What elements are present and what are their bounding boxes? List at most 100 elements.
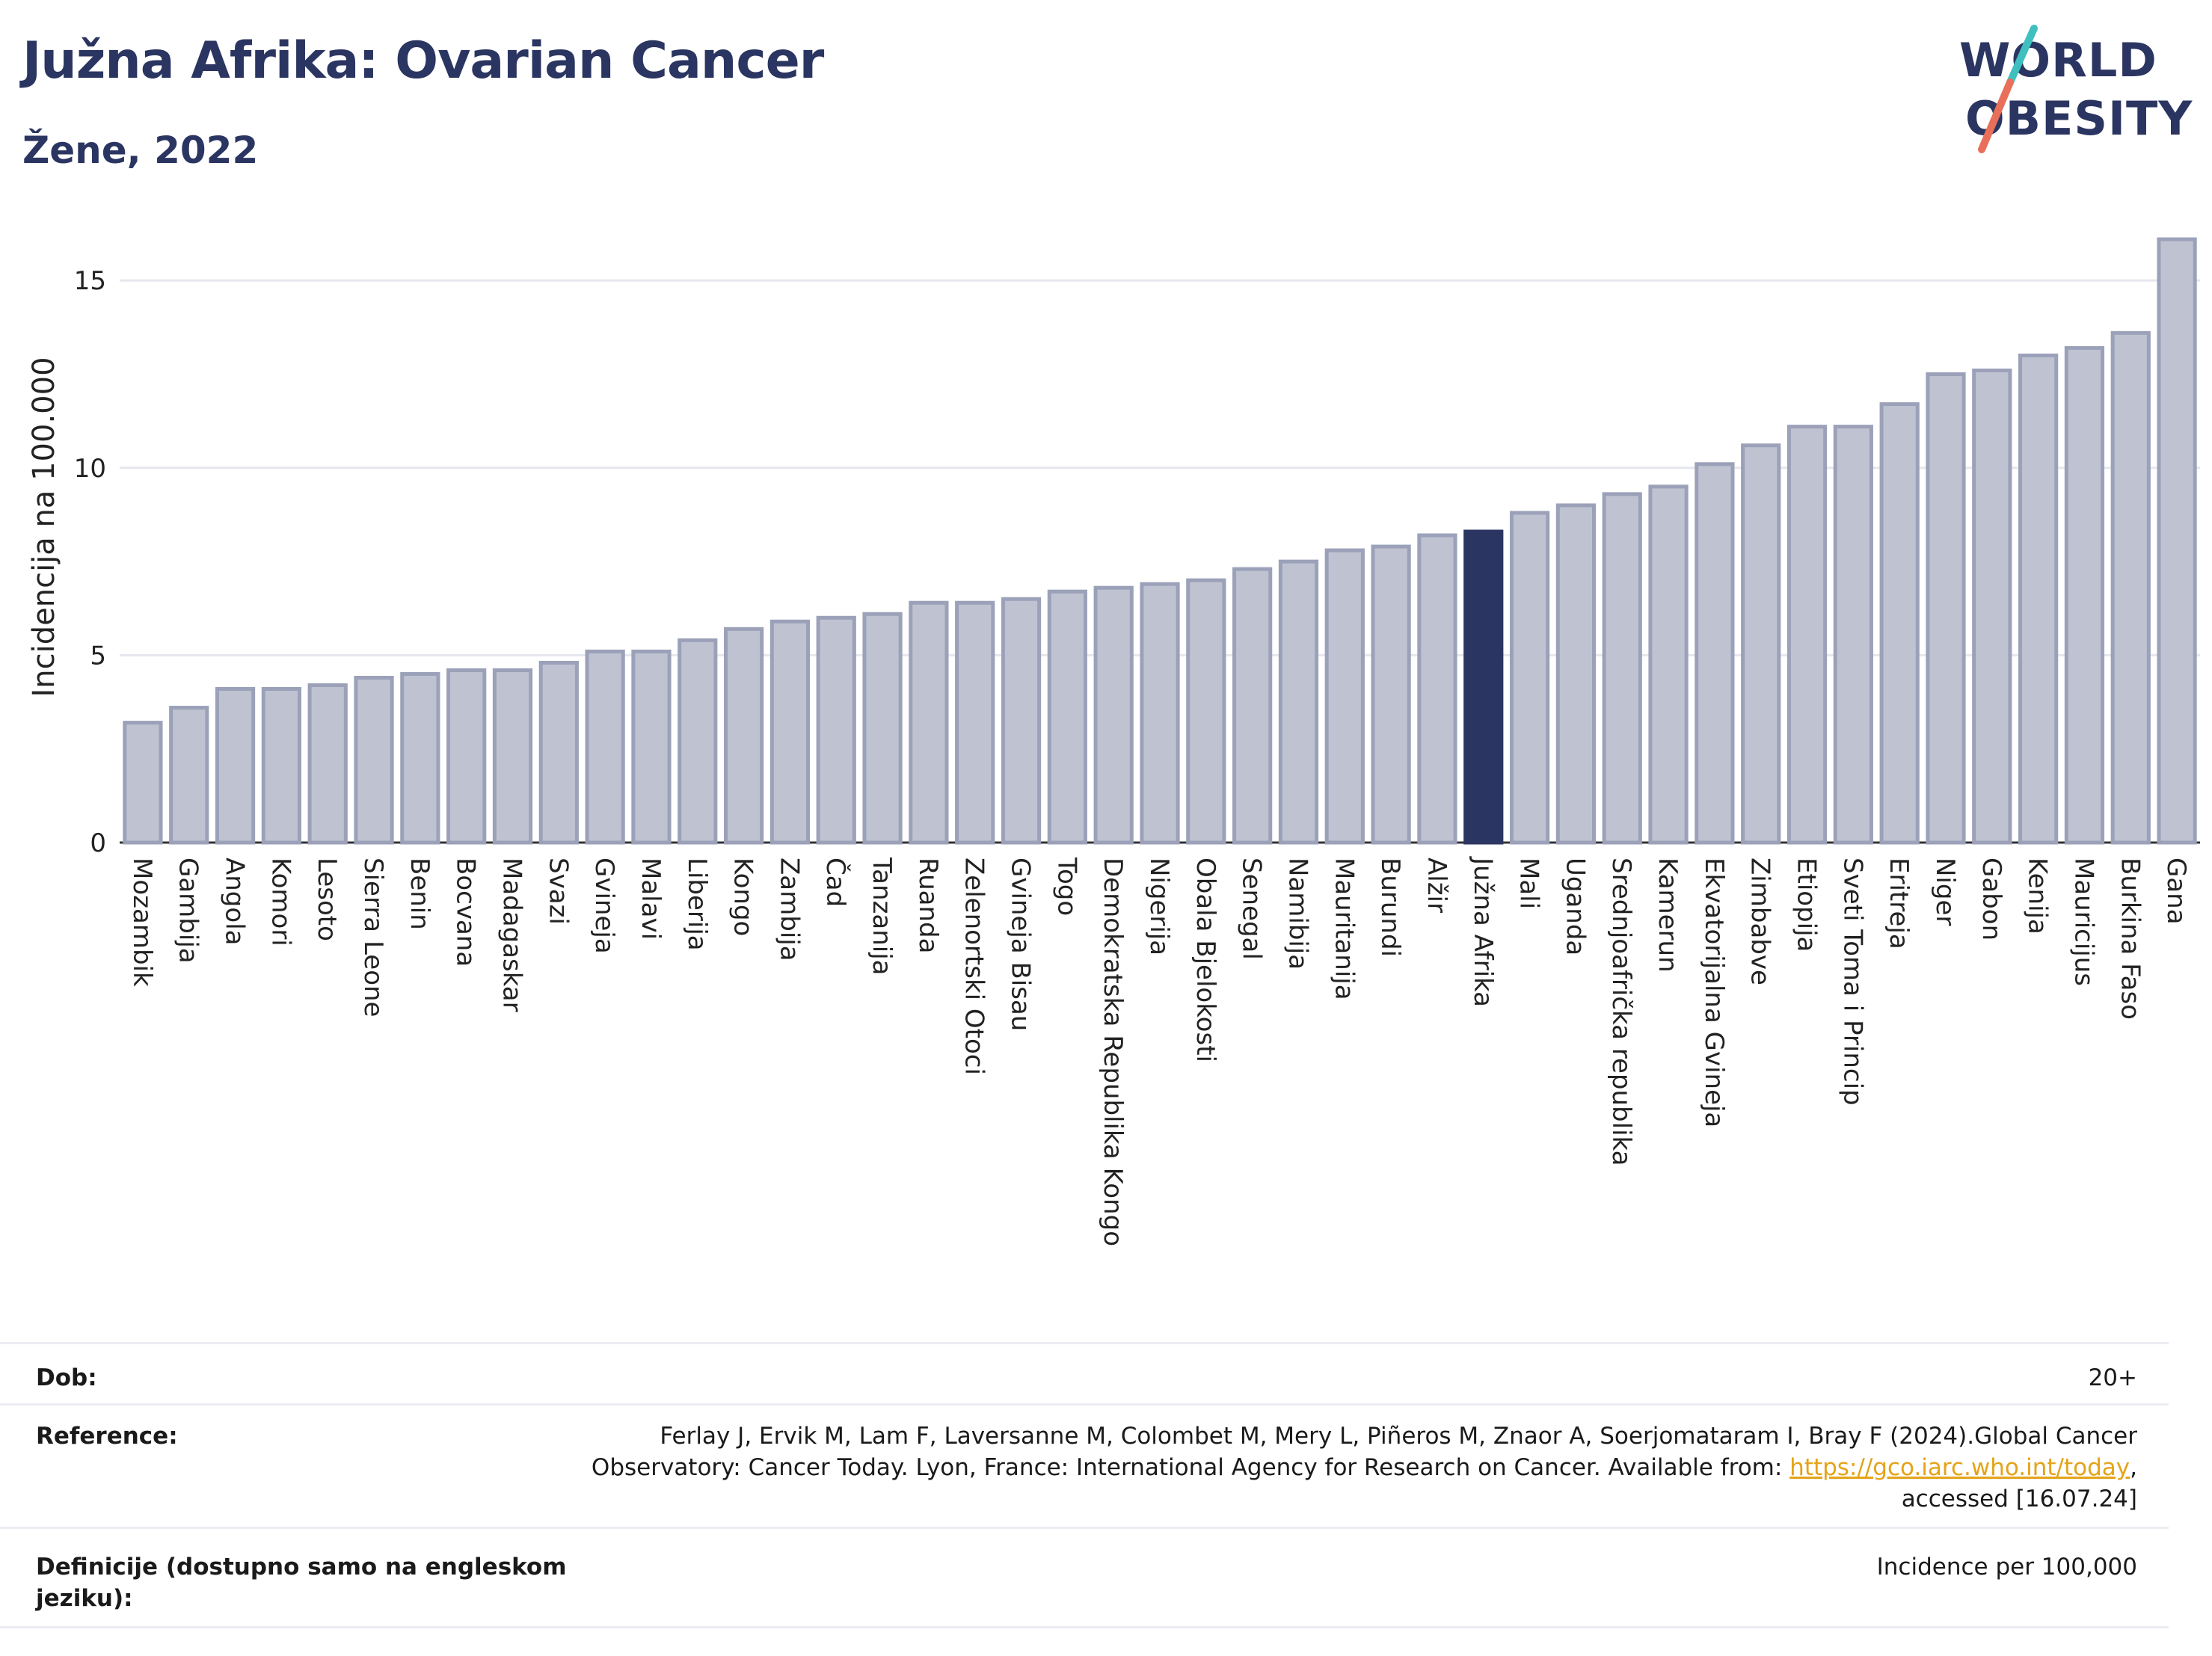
bar: [955, 600, 995, 845]
bar: [1833, 425, 1873, 845]
y-tick-label: 10: [74, 454, 106, 484]
x-tick-label: Togo: [1051, 857, 1081, 916]
y-tick-labels: 0 5 10 15: [74, 266, 106, 858]
x-tick-label: Nigerija: [1144, 858, 1174, 955]
x-tick-label: Zimbabve: [1745, 858, 1775, 985]
reference-text-part2: , accessed [16.07.24]: [1901, 1454, 2137, 1512]
age-value: 20+: [2088, 1364, 2137, 1391]
bars: [123, 237, 2197, 845]
bar: [400, 671, 440, 845]
x-tick-label: Mali: [1514, 858, 1544, 909]
reference-label: Reference:: [36, 1423, 178, 1450]
x-tick-label: Obala Bjelokosti: [1191, 858, 1220, 1062]
x-tick-label: Sierra Leone: [358, 858, 388, 1017]
x-tick-label: Južna Afrika: [1468, 856, 1498, 1007]
y-tick-label: 0: [90, 828, 106, 858]
bar: [585, 649, 625, 845]
x-tick-label: Lesoto: [312, 858, 342, 941]
bar: [1555, 503, 1597, 845]
bar: [1324, 548, 1365, 845]
x-tick-label: Alžir: [1422, 858, 1451, 913]
bar: [1371, 544, 1411, 845]
x-tick-label: Tanzanija: [867, 857, 897, 975]
x-tick-label: Madagaskar: [497, 858, 526, 1012]
x-tick-label: Burundi: [1375, 858, 1405, 957]
age-label: Dob:: [36, 1364, 97, 1391]
bar: [769, 619, 811, 845]
x-tick-label: Etiopija: [1792, 858, 1822, 952]
bar: [354, 675, 394, 845]
bar: [678, 638, 718, 845]
x-tick-label: Mozambik: [127, 858, 157, 987]
reference-link[interactable]: https://gco.iarc.who.int/today: [1789, 1454, 2130, 1481]
y-tick-label: 5: [90, 641, 106, 671]
reference-text: Ferlay J, Ervik M, Lam F, Laversanne M, …: [567, 1420, 2137, 1515]
x-tick-label: Namibija: [1282, 858, 1312, 970]
page-subtitle: Žene, 2022: [22, 129, 259, 172]
bar: [2110, 330, 2151, 845]
x-tick-label: Uganda: [1560, 858, 1590, 955]
x-tick-label: Gvineja: [589, 858, 619, 954]
x-tick-label: Senegal: [1237, 858, 1267, 960]
bar: [2064, 345, 2105, 845]
bar: [1232, 567, 1273, 845]
definitions-label: Definicije (dostupno samo na engleskom j…: [36, 1554, 567, 1612]
bar: [1417, 533, 1457, 845]
info-row-reference: Reference: Ferlay J, Ervik M, Lam F, Lav…: [0, 1403, 2169, 1529]
bar-chart: 0 5 10 15 Mozambik Gambija Angola Komori Lesoto…: [27, 237, 2200, 1246]
x-tick-label: Malavi: [636, 858, 666, 940]
x-tick-label: Kamerun: [1653, 858, 1683, 973]
bar: [307, 683, 348, 845]
x-tick-label: Mauritanija: [1329, 858, 1359, 1000]
x-tick-label: Burkina Faso: [2115, 858, 2145, 1020]
bar: [1093, 585, 1134, 845]
x-tick-label: Angola: [220, 858, 250, 945]
x-tick-label: Svazi: [543, 858, 573, 925]
x-tick-label: Ekvatorijalna Gvineja: [1699, 858, 1729, 1127]
x-tick-labels: Mozambik Gambija Angola Komori Lesoto Sierra …: [127, 856, 2191, 1246]
bar: [2157, 237, 2197, 845]
bar: [1648, 484, 1689, 845]
x-tick-label: Bocvana: [451, 858, 481, 967]
bar: [1787, 425, 1828, 845]
x-tick-label: Ruanda: [913, 858, 943, 953]
bar: [1695, 462, 1735, 845]
bar: [492, 668, 533, 845]
bar: [261, 687, 301, 845]
x-tick-label: Srednjoafrička republika: [1606, 858, 1636, 1166]
bar: [2018, 353, 2059, 845]
bar: [1001, 597, 1042, 845]
x-tick-label: Čad: [820, 858, 851, 907]
bar: [723, 627, 764, 845]
x-tick-label: Kongo: [728, 858, 758, 936]
x-tick-label: Niger: [1930, 858, 1960, 926]
x-tick-label: Gvineja Bisau: [1006, 858, 1036, 1031]
bar: [1509, 511, 1550, 845]
x-tick-label: Kenija: [2023, 858, 2053, 935]
bar: [816, 615, 856, 845]
info-row-age: Dob: 20+: [0, 1342, 2169, 1406]
bar-highlight: [1463, 529, 1504, 845]
bar: [862, 612, 903, 845]
definitions-value: Incidence per 100,000: [1876, 1554, 2137, 1580]
info-row-definitions: Definicije (dostupno samo na engleskom j…: [0, 1527, 2169, 1628]
x-tick-label: Gabon: [1976, 858, 2006, 941]
x-tick-label: Benin: [405, 858, 434, 930]
page-title: Južna Afrika: Ovarian Cancer: [22, 31, 824, 90]
world-obesity-logo: WORLD OBESITY: [1959, 25, 2192, 153]
reference-text-part1: Ferlay J, Ervik M, Lam F, Laversanne M, …: [591, 1423, 2137, 1481]
bar: [1741, 443, 1781, 845]
x-tick-label: Zelenortski Otoci: [959, 858, 989, 1075]
x-tick-label: Gana: [2161, 858, 2191, 925]
x-tick-label: Gambija: [173, 858, 203, 964]
bar: [1186, 578, 1226, 845]
x-tick-label: Komori: [265, 858, 295, 946]
bar: [1972, 368, 2012, 845]
y-axis-label: Incidencija na 100.000: [27, 357, 61, 697]
bar: [1278, 559, 1319, 845]
x-tick-label: Mauricijus: [2068, 858, 2098, 986]
bar: [1879, 402, 1920, 845]
bar: [538, 660, 579, 845]
bar: [169, 706, 209, 845]
bar: [1602, 492, 1642, 845]
